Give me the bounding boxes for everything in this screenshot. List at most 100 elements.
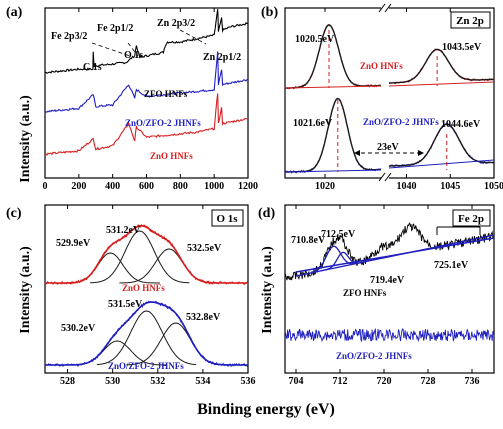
panel-c-series-label-zno-zfo: ZnO/ZFO-2 JHNFs bbox=[108, 361, 184, 371]
peak-label-532-8: 532.8eV bbox=[186, 312, 221, 323]
d-tick-label-728: 728 bbox=[421, 376, 436, 387]
ylabel-a: Intensity (a.u.) bbox=[18, 95, 33, 183]
annot-arrow-fe2 bbox=[127, 42, 139, 57]
panel-d-frame bbox=[284, 204, 495, 374]
c-tick-label-536: 536 bbox=[241, 376, 256, 387]
fe2p-baseline-2 bbox=[295, 237, 495, 273]
peak-label-1044-6: 1044.6eV bbox=[441, 119, 481, 130]
spin-orbit-split-label: 23eV bbox=[377, 142, 399, 153]
c-tick-label-532: 532 bbox=[150, 376, 165, 387]
zno-baseline-2 bbox=[388, 81, 495, 87]
panel-b-series-label-zno-zfo: ZnO/ZFO-2 JHNFs bbox=[363, 117, 439, 127]
peak-label-1043-5: 1043.5eV bbox=[442, 42, 482, 53]
annot-arrow-zn bbox=[179, 29, 207, 45]
a-tick-label-400: 400 bbox=[105, 181, 120, 192]
panel-b-title: Zn 2p bbox=[456, 15, 484, 27]
panel-a-series bbox=[44, 9, 249, 156]
survey-line-2 bbox=[44, 93, 249, 156]
panel-a-ticks: 0 200 400 600 800 1000 1200 bbox=[43, 8, 258, 192]
znozfo-baseline-2 bbox=[388, 159, 495, 169]
peak-label-712-5: 712.5eV bbox=[321, 229, 356, 240]
a-tick-label-1000: 1000 bbox=[204, 181, 224, 192]
panel-d-series-label-zno-zfo: ZnO/ZFO-2 JHNFs bbox=[336, 351, 412, 361]
panel-c-series-label-zno: ZnO HNFs bbox=[122, 283, 165, 293]
a-tick-label-800: 800 bbox=[173, 181, 188, 192]
panel-d: (d) Fe 2p 704 712 720 728 736 710.8eV 712.5e… bbox=[258, 204, 495, 387]
panel-c: (c) O 1s 528 530 532 534 536 529.9eV 531.2eV… bbox=[6, 204, 256, 387]
peak-label-530-2: 530.2eV bbox=[61, 323, 96, 334]
d-tick-label-704: 704 bbox=[289, 376, 304, 387]
fe2p-fit-1 bbox=[320, 251, 365, 272]
panel-c-series bbox=[44, 223, 249, 368]
peak-label-1021-6: 1021.6eV bbox=[293, 118, 333, 129]
ylabel-c: Intensity (a.u.) bbox=[18, 246, 33, 334]
b-tick-label-1040: 1040 bbox=[397, 181, 417, 192]
fe2p-znozfo-data bbox=[284, 328, 495, 343]
panel-d-title-box bbox=[452, 209, 491, 227]
panel-d-title: Fe 2p bbox=[458, 213, 484, 225]
ylabel-d: Intensity (a.u.) bbox=[260, 246, 275, 334]
a-tick-label-1200: 1200 bbox=[238, 181, 258, 192]
panel-b-frame bbox=[284, 7, 495, 179]
peak-label-529-9: 529.9eV bbox=[56, 238, 91, 249]
panel-d-ticks: 704 712 720 728 736 bbox=[289, 205, 480, 387]
survey-line-0 bbox=[44, 9, 249, 74]
annot-fe-2p12: Fe 2p1/2 bbox=[97, 23, 133, 34]
d-tick-label-736: 736 bbox=[465, 376, 480, 387]
b-tick-label-1020: 1020 bbox=[315, 181, 335, 192]
panel-b-series-label-zno: ZnO HNFs bbox=[360, 61, 403, 71]
d-tick-label-712: 712 bbox=[333, 376, 348, 387]
peak-label-1020-5: 1020.5eV bbox=[295, 34, 335, 45]
peak-label-710-8: 710.8eV bbox=[291, 235, 326, 246]
c-tick-label-530: 530 bbox=[105, 376, 120, 387]
zno-baseline-1 bbox=[284, 85, 382, 89]
o1s-zno-envelope bbox=[45, 225, 248, 284]
peak-label-725-1: 725.1eV bbox=[434, 260, 469, 271]
panel-c-title-box bbox=[211, 209, 244, 227]
annot-o-1s: O 1s bbox=[124, 50, 143, 61]
survey-line-1 bbox=[44, 51, 249, 114]
annot-c-1s: C 1s bbox=[83, 62, 102, 73]
panel-b-series bbox=[284, 23, 495, 174]
series-label-zfo: ZFO HNFs bbox=[144, 89, 188, 99]
c-tick-label-534: 534 bbox=[195, 376, 210, 387]
a-tick-label-0: 0 bbox=[43, 181, 48, 192]
series-label-zno-zfo: ZnO/ZFO-2 JHNFs bbox=[125, 118, 201, 128]
znO-zn2p12-fit bbox=[389, 48, 494, 84]
axis-break-mark-2 bbox=[384, 172, 392, 182]
panel-b: (b) Zn 2p 1020 1040 1045 1050 1020.5eV 1043… bbox=[261, 3, 503, 192]
axis-break-bottom-gap bbox=[381, 172, 389, 182]
o1s-znozfo-envelope bbox=[45, 301, 248, 366]
series-label-zno: ZnO HNFs bbox=[150, 151, 193, 161]
axis-break-mark-1 bbox=[378, 172, 386, 182]
panel-d-series-label-zfo: ZFO HNFs bbox=[343, 288, 387, 298]
a-tick-label-600: 600 bbox=[139, 181, 154, 192]
annot-fe-2p32: Fe 2p3/2 bbox=[51, 31, 87, 42]
panel-c-frame bbox=[44, 204, 249, 374]
panel-b-ticks: 1020 1040 1045 1050 bbox=[315, 8, 503, 192]
peak-label-531-2: 531.2eV bbox=[106, 225, 141, 236]
panel-b-label: (b) bbox=[261, 5, 278, 20]
panel-c-title: O 1s bbox=[216, 213, 238, 225]
panel-b-title-box bbox=[450, 11, 491, 29]
split-arrow-left bbox=[354, 150, 360, 156]
panel-d-series bbox=[284, 222, 495, 343]
xlabel-shared: Binding energy (eV) bbox=[197, 401, 335, 418]
fe2p-fit-0 bbox=[311, 245, 355, 274]
znozfo-baseline-1 bbox=[284, 169, 382, 173]
panel-c-label: (c) bbox=[6, 206, 22, 221]
panel-a-label: (a) bbox=[6, 5, 23, 20]
panel-a: (a) 0 200 400 600 800 1000 1200 Fe 2p3/2 Fe 2p… bbox=[6, 5, 258, 192]
b-tick-label-1050: 1050 bbox=[484, 181, 503, 192]
panel-c-ticks: 528 530 532 534 536 bbox=[60, 205, 256, 387]
o1s-znozfo-component-1 bbox=[96, 310, 197, 366]
o1s-zno-component-1 bbox=[90, 230, 190, 284]
panel-d-label: (d) bbox=[258, 206, 275, 221]
d-tick-label-720: 720 bbox=[377, 376, 392, 387]
annot-zn-2p12: Zn 2p1/2 bbox=[203, 52, 241, 63]
annot-zn-2p32: Zn 2p3/2 bbox=[157, 18, 195, 29]
peak-label-532-5: 532.5eV bbox=[187, 243, 222, 254]
axis-break-top-gap bbox=[381, 4, 389, 12]
